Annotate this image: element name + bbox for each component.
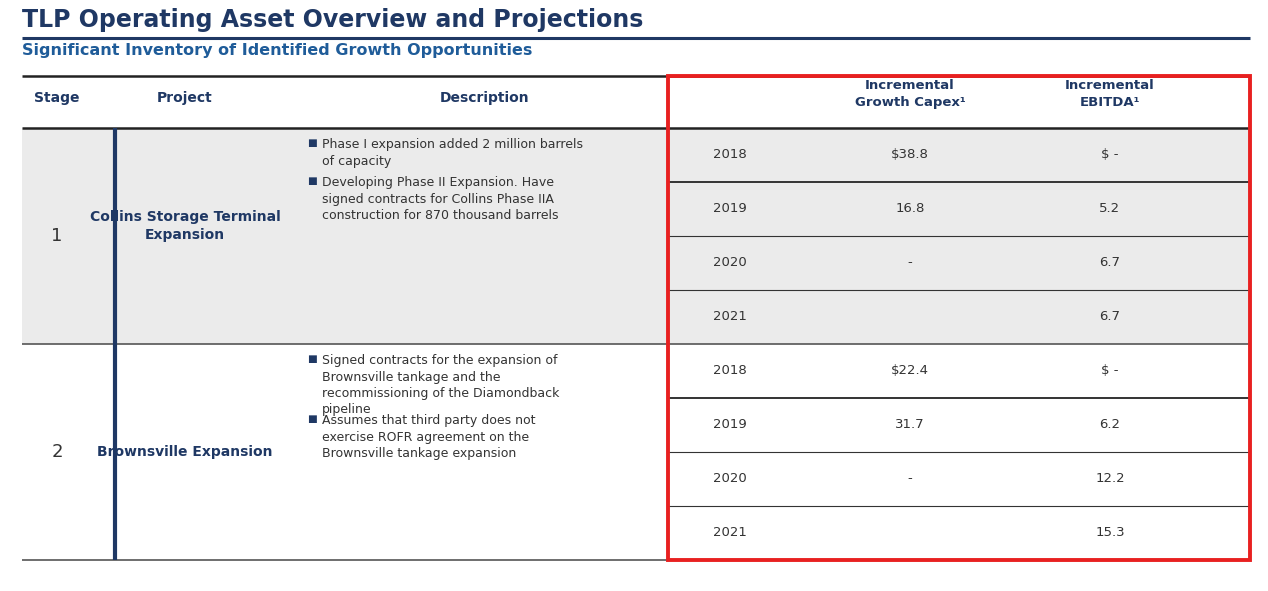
Text: 2019: 2019: [713, 418, 747, 431]
Text: Project: Project: [157, 91, 213, 105]
Text: 1: 1: [51, 227, 62, 245]
Text: 2020: 2020: [713, 472, 747, 485]
Text: 15.3: 15.3: [1096, 527, 1125, 540]
Text: 6.7: 6.7: [1099, 310, 1121, 323]
Text: 2018: 2018: [713, 365, 747, 378]
Bar: [22, 76, 1250, 128]
Text: Description: Description: [440, 91, 530, 105]
Text: $22.4: $22.4: [891, 365, 929, 378]
Text: Significant Inventory of Identified Growth Opportunities: Significant Inventory of Identified Grow…: [22, 43, 533, 58]
Text: 12.2: 12.2: [1096, 472, 1125, 485]
Bar: [668, 76, 1250, 560]
Text: $ -: $ -: [1101, 365, 1118, 378]
Text: Brownsville Expansion: Brownsville Expansion: [98, 445, 273, 459]
Text: 2020: 2020: [713, 256, 747, 269]
Text: ■: ■: [307, 138, 317, 148]
Text: 2021: 2021: [713, 527, 747, 540]
Text: 2021: 2021: [713, 310, 747, 323]
Text: Phase I expansion added 2 million barrels
of capacity: Phase I expansion added 2 million barrel…: [322, 138, 583, 167]
Text: Assumes that third party does not
exercise ROFR agreement on the
Brownsville tan: Assumes that third party does not exerci…: [322, 414, 535, 460]
Bar: [22, 128, 1250, 344]
Text: -: -: [908, 256, 913, 269]
Text: ■: ■: [307, 176, 317, 186]
Text: 5.2: 5.2: [1099, 203, 1121, 216]
Bar: [22, 344, 1250, 560]
Text: 6.2: 6.2: [1099, 418, 1121, 431]
Text: 2018: 2018: [713, 148, 747, 161]
Text: Stage: Stage: [34, 91, 80, 105]
Text: ■: ■: [307, 414, 317, 424]
Text: 2019: 2019: [713, 203, 747, 216]
Text: Incremental
EBITDA¹: Incremental EBITDA¹: [1065, 79, 1155, 109]
Text: $38.8: $38.8: [891, 148, 929, 161]
Text: 16.8: 16.8: [895, 203, 924, 216]
Text: $ -: $ -: [1101, 148, 1118, 161]
Text: ■: ■: [307, 354, 317, 364]
Text: Collins Storage Terminal
Expansion: Collins Storage Terminal Expansion: [90, 210, 280, 242]
Text: Incremental
Growth Capex¹: Incremental Growth Capex¹: [855, 79, 965, 109]
Text: Developing Phase II Expansion. Have
signed contracts for Collins Phase IIA
const: Developing Phase II Expansion. Have sign…: [322, 176, 558, 222]
Text: 2: 2: [51, 443, 62, 461]
Text: -: -: [908, 472, 913, 485]
Text: 6.7: 6.7: [1099, 256, 1121, 269]
Text: Signed contracts for the expansion of
Brownsville tankage and the
recommissionin: Signed contracts for the expansion of Br…: [322, 354, 559, 417]
Text: 31.7: 31.7: [895, 418, 924, 431]
Text: TLP Operating Asset Overview and Projections: TLP Operating Asset Overview and Project…: [22, 8, 643, 32]
